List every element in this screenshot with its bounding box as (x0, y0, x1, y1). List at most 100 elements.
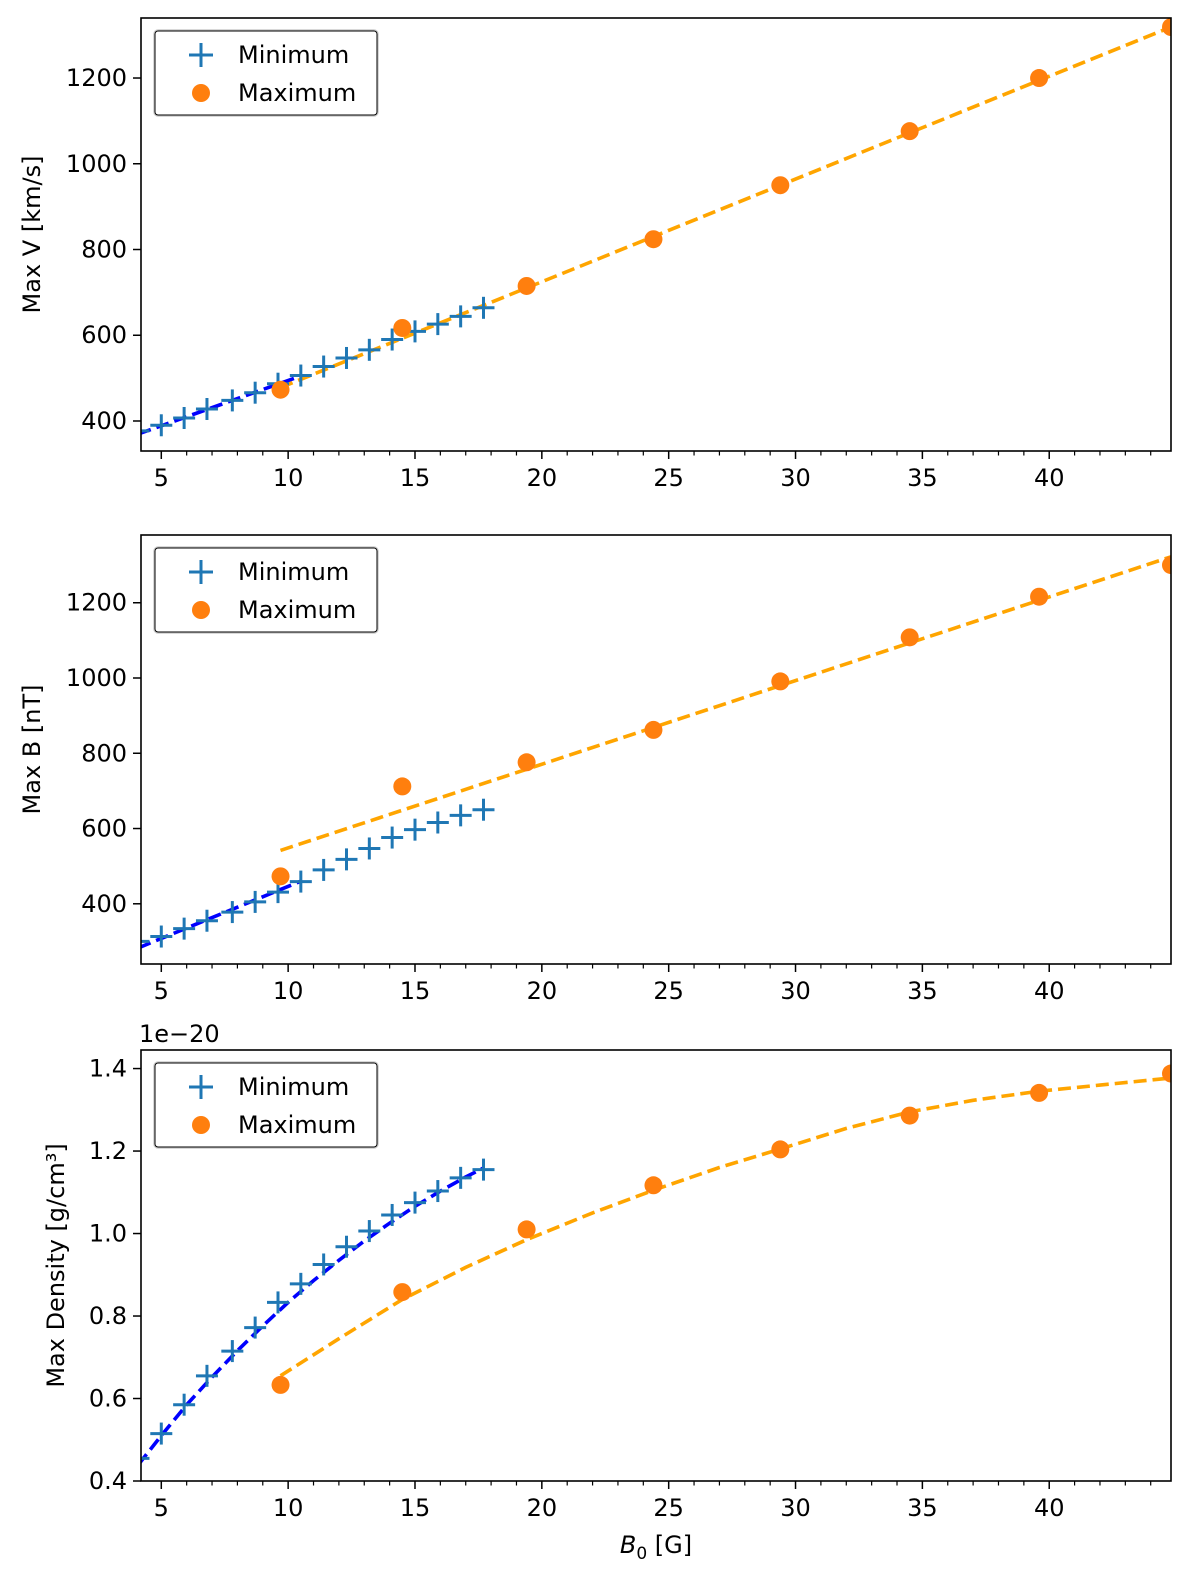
minimum-point (289, 364, 312, 387)
axes-frame (140, 1049, 1172, 1482)
x-tick-label: 25 (653, 977, 684, 1005)
x-tick-label: 5 (154, 464, 169, 492)
x-tick-label: 40 (1034, 464, 1065, 492)
legend-label-minimum: Minimum (238, 1073, 349, 1101)
y-tick-label: 600 (81, 321, 127, 349)
minimum-point (150, 925, 173, 948)
legend-label-maximum: Maximum (238, 596, 356, 624)
y-tick-label: 1.2 (89, 1137, 127, 1165)
maximum-point (771, 672, 790, 691)
x-tick-label: 5 (154, 977, 169, 1005)
minimum-point (449, 1166, 472, 1189)
legend-box (153, 546, 379, 634)
minimum-point (289, 870, 312, 893)
minimum-point (381, 328, 404, 351)
maximum-point (644, 720, 663, 739)
x-tick-label: 15 (400, 977, 431, 1005)
maximum-fit-line (279, 1076, 1171, 1378)
minimum-point (381, 1203, 404, 1226)
maximum-point (644, 230, 663, 249)
legend-box (153, 1061, 379, 1149)
legend-label-maximum: Maximum (238, 79, 356, 107)
maximum-point (1030, 587, 1049, 606)
x-tick-label: 15 (400, 1494, 431, 1522)
maximum-point (393, 318, 412, 337)
y-tick-label: 1000 (66, 664, 127, 692)
maximum-point (1162, 18, 1171, 37)
minimum-point (426, 1180, 449, 1203)
minimum-point (150, 414, 173, 437)
minimum-point (221, 389, 244, 412)
axes-frame (140, 534, 1172, 965)
minimum-point (312, 858, 335, 881)
minimum-point (221, 901, 244, 924)
y-tick-label: 400 (81, 890, 127, 918)
y-tick-label: 1000 (66, 150, 127, 178)
minimum-point (381, 826, 404, 849)
x-tick-label: 40 (1034, 977, 1065, 1005)
legend-marker-maximum (192, 84, 210, 102)
minimum-point (173, 917, 196, 940)
x-tick-label: 20 (527, 977, 558, 1005)
x-tick-label: 40 (1034, 1494, 1065, 1522)
minimum-point (472, 798, 495, 821)
x-tick-label: 35 (907, 464, 938, 492)
panel-2: 5 10 15 20 25 30 35 40 400 600 800 1000 1200 Max B [n… (18, 534, 1172, 1005)
y-tick-label: 800 (81, 739, 127, 767)
legend-label-minimum: Minimum (238, 558, 349, 586)
panel-1: 5 10 15 20 25 30 35 40 400 600 800 1000 1200 Max V [k… (18, 17, 1172, 492)
legend-marker-minimum (189, 560, 213, 584)
legend: Minimum Maximum (153, 29, 379, 117)
minimum-point (358, 338, 381, 361)
x-tick-label: 20 (527, 464, 558, 492)
maximum-point (393, 777, 412, 796)
plot-area (141, 18, 1171, 437)
x-axis-label-unit: [G] (647, 1531, 692, 1559)
legend-marker-minimum (189, 43, 213, 67)
minimum-point (195, 1364, 218, 1387)
x-tick-label: 30 (780, 977, 811, 1005)
x-tick-label: 25 (653, 1494, 684, 1522)
y-tick-label: 0.6 (89, 1385, 127, 1413)
x-tick-label: 5 (154, 1494, 169, 1522)
plot-area (141, 1064, 1171, 1465)
maximum-point (900, 628, 919, 647)
y-axis-label: Max V [km/s] (18, 156, 46, 314)
y-axis-label: Max Density [g/cm³] (42, 1143, 70, 1387)
minimum-point (195, 909, 218, 932)
minimum-point (173, 1393, 196, 1416)
panel-3: 5 10 15 20 25 30 35 40 0.4 0.6 0.8 1.0 1.2 1.4 Max Den… (42, 1020, 1172, 1564)
y-tick-label: 0.4 (89, 1467, 127, 1495)
minimum-point (244, 381, 267, 404)
x-tick-label: 20 (527, 1494, 558, 1522)
legend-marker-minimum (189, 1075, 213, 1099)
maximum-point (517, 753, 536, 772)
maximum-point (517, 1220, 536, 1239)
maximum-point (517, 276, 536, 295)
minimum-point (289, 1272, 312, 1295)
y-tick-label: 800 (81, 236, 127, 264)
x-tick-label: 30 (780, 1494, 811, 1522)
minimum-point (335, 1235, 358, 1258)
legend-marker-maximum (192, 601, 210, 619)
minimum-point (266, 1291, 289, 1314)
y-tick-label: 1.4 (89, 1055, 127, 1083)
x-axis-label-subscript: 0 (636, 1544, 647, 1564)
legend-label-minimum: Minimum (238, 41, 349, 69)
maximum-point (900, 1106, 919, 1125)
maximum-point (771, 176, 790, 195)
maximum-point (1030, 69, 1049, 88)
minimum-point (195, 397, 218, 420)
legend-marker-maximum (192, 1116, 210, 1134)
maximum-point (271, 1375, 290, 1394)
plot-area (141, 555, 1171, 949)
minimum-point (141, 939, 150, 943)
y-offset-text: 1e−20 (139, 1020, 220, 1048)
minimum-point (403, 818, 426, 841)
x-tick-label: 35 (907, 1494, 938, 1522)
minimum-point (403, 1191, 426, 1214)
y-tick-label: 1.0 (89, 1220, 127, 1248)
legend: Minimum Maximum (153, 546, 379, 634)
x-tick-label: 10 (273, 1494, 304, 1522)
